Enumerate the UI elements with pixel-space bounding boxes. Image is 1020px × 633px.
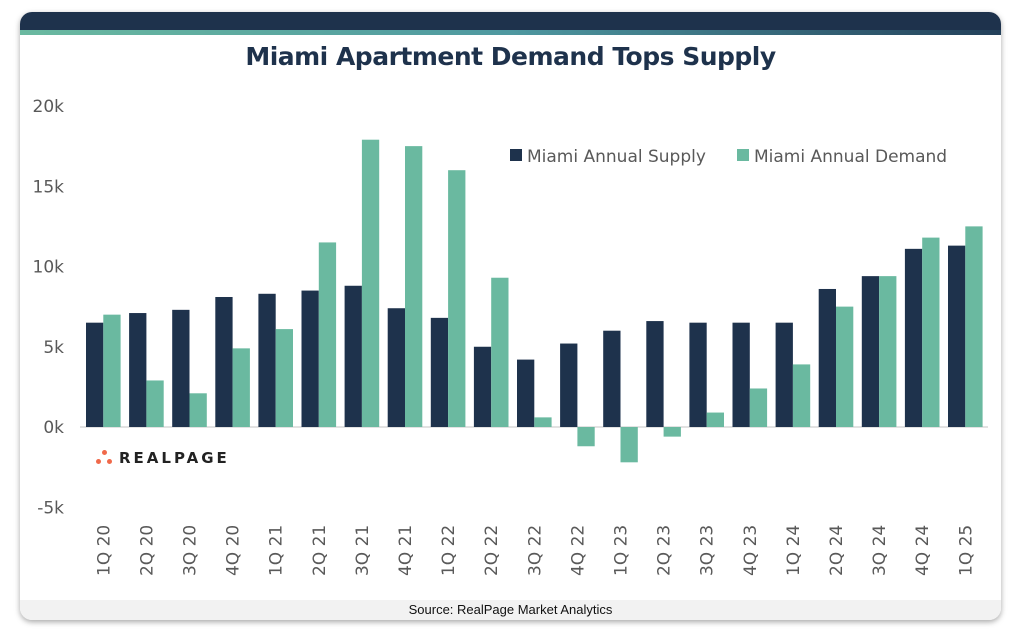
supply-bar	[818, 288, 836, 427]
legend: Miami Annual Supply Miami Annual Demand	[510, 147, 947, 167]
x-tick-label: 1Q 20	[94, 525, 114, 576]
demand-bar	[232, 348, 250, 427]
supply-bar	[430, 317, 449, 427]
supply-bar	[689, 322, 707, 427]
x-tick-label: 4Q 21	[396, 525, 416, 576]
demand-bar	[792, 364, 811, 427]
x-tick-label: 3Q 24	[870, 525, 890, 576]
demand-bar	[749, 388, 768, 427]
x-tick-label: 3Q 22	[525, 525, 545, 576]
demand-bar	[146, 380, 164, 427]
y-tick-label: 20k	[33, 97, 65, 117]
bars-group	[86, 139, 983, 463]
demand-bar	[318, 242, 337, 427]
x-tick-label: 2Q 23	[655, 525, 675, 576]
supply-bar	[861, 276, 880, 427]
x-tick-label: 2Q 21	[310, 525, 330, 576]
x-tick-label: 2Q 20	[137, 525, 157, 576]
demand-bar	[189, 393, 207, 427]
y-tick-label: 10k	[33, 258, 65, 278]
x-tick-label: 1Q 24	[784, 525, 804, 576]
supply-bar	[86, 322, 104, 427]
x-tick-label: 3Q 21	[353, 525, 373, 576]
supply-bar	[473, 346, 492, 427]
legend-swatch-supply	[510, 149, 522, 161]
legend-label-supply: Miami Annual Supply	[527, 147, 706, 167]
y-tick-label: 5k	[43, 338, 64, 358]
y-tick-label: -5k	[37, 498, 64, 518]
supply-bar	[603, 330, 621, 427]
demand-bar	[663, 427, 681, 437]
y-tick-label: 15k	[33, 177, 65, 197]
supply-bar	[904, 248, 923, 427]
supply-bar	[560, 343, 578, 427]
legend-swatch-demand	[737, 149, 749, 161]
supply-bar	[387, 308, 405, 427]
x-tick-label: 4Q 24	[913, 525, 933, 576]
supply-bar	[301, 290, 319, 427]
x-tick-label: 4Q 20	[224, 525, 244, 576]
supply-bar	[732, 322, 750, 427]
supply-bar	[258, 293, 276, 427]
x-axis-ticks: 1Q 20 2Q 20 3Q 20 4Q 20 1Q 21 2Q 21 3Q 21 4Q 21…	[94, 525, 976, 576]
source-footer: Source: RealPage Market Analytics	[20, 600, 1001, 620]
realpage-logo: REALPAGE	[96, 449, 230, 467]
demand-bar	[534, 417, 552, 427]
supply-bar	[775, 322, 793, 427]
card-accent-stripe	[20, 30, 1001, 35]
supply-bar	[948, 245, 966, 427]
x-tick-label: 1Q 25	[956, 525, 976, 576]
demand-bar	[448, 170, 466, 427]
demand-bar	[275, 329, 293, 427]
x-tick-label: 2Q 22	[482, 525, 502, 576]
logo-text: REALPAGE	[119, 449, 230, 467]
supply-bar	[129, 313, 147, 427]
demand-bar	[491, 277, 509, 427]
x-tick-label: 3Q 23	[698, 525, 718, 576]
supply-bar	[517, 359, 535, 427]
demand-bar	[879, 276, 897, 427]
y-tick-label: 0k	[43, 418, 64, 438]
legend-label-demand: Miami Annual Demand	[754, 147, 947, 167]
x-tick-label: 1Q 23	[612, 525, 632, 576]
demand-bar	[965, 226, 983, 427]
demand-bar	[405, 146, 423, 427]
x-tick-label: 4Q 22	[568, 525, 588, 576]
demand-bar	[103, 314, 121, 427]
x-tick-label: 1Q 21	[267, 525, 287, 576]
demand-bar	[922, 237, 940, 427]
demand-bar	[620, 427, 638, 463]
x-tick-label: 1Q 22	[439, 525, 459, 576]
realpage-dots-logo-icon	[96, 450, 114, 466]
y-axis-ticks: -5k 0k 5k 10k 15k 20k	[33, 97, 65, 518]
demand-bar	[706, 412, 724, 427]
chart-title: Miami Apartment Demand Tops Supply	[245, 42, 776, 71]
x-tick-label: 3Q 20	[181, 525, 201, 576]
demand-bar	[361, 139, 380, 427]
supply-bar	[344, 285, 362, 427]
card-header-bar	[20, 12, 1001, 30]
x-tick-label: 4Q 23	[741, 525, 761, 576]
supply-bar	[646, 321, 664, 427]
supply-bar	[172, 309, 190, 427]
demand-bar	[577, 427, 595, 447]
x-tick-label: 2Q 24	[827, 525, 847, 576]
demand-bar	[836, 306, 854, 427]
supply-bar	[215, 296, 233, 427]
